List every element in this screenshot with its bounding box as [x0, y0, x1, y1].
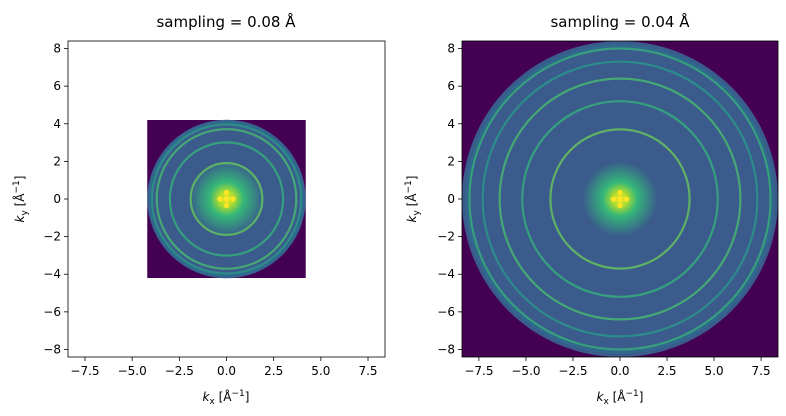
bragg-spot	[617, 196, 623, 202]
left-ytick-label: 6	[53, 79, 61, 93]
diffraction-ring	[498, 77, 742, 321]
panel-right-diffraction-image	[462, 41, 778, 357]
right-ytick-label: −4	[437, 267, 455, 281]
right-xtick-label: −5.0	[511, 364, 540, 378]
left-ytick-label: 0	[53, 192, 61, 206]
right-ytick-label: −6	[437, 305, 455, 319]
bragg-spot	[617, 202, 623, 209]
bragg-spot	[223, 196, 230, 202]
left-xtick-label: −2.5	[165, 364, 194, 378]
panel-left-xlabel: kx [Å−1]	[203, 389, 250, 407]
left-xtick-label: 0.0	[217, 364, 236, 378]
diffraction-ring	[150, 123, 303, 275]
left-ytick-label: −8	[43, 342, 61, 356]
panel-left-title: sampling = 0.08 Å	[156, 12, 296, 31]
diffraction-ring	[155, 128, 298, 270]
bragg-spot	[623, 196, 630, 202]
panel-left-x-axis: −7.5 −5.0 −2.5 0.0 2.5 5.0 7.5	[70, 357, 378, 378]
bragg-spot	[230, 196, 236, 202]
diffraction-ring	[168, 141, 285, 257]
right-xtick-label: 0.0	[610, 364, 629, 378]
right-ytick-label: 0	[447, 192, 455, 206]
left-xtick-label: −7.5	[70, 364, 99, 378]
right-xtick-label: 2.5	[657, 364, 676, 378]
bragg-spot	[217, 196, 223, 202]
diffraction-ring	[468, 47, 772, 351]
left-ytick-label: −4	[43, 267, 61, 281]
left-ytick-label: −2	[43, 230, 61, 244]
right-ytick-label: 2	[447, 154, 455, 168]
left-xtick-label: 5.0	[311, 364, 330, 378]
panel-left-ylabel: ky [Å−1]	[12, 176, 30, 223]
right-ytick-label: 4	[447, 117, 455, 131]
right-ytick-label: 6	[447, 79, 455, 93]
diffraction-ring	[481, 60, 759, 338]
right-xtick-label: 7.5	[752, 364, 771, 378]
bragg-spot	[617, 189, 623, 196]
left-xtick-label: −5.0	[118, 364, 147, 378]
right-xtick-label: −7.5	[464, 364, 493, 378]
panel-right-title: sampling = 0.04 Å	[550, 12, 690, 31]
bragg-spot	[223, 202, 230, 209]
panel-right-ylabel: ky [Å−1]	[404, 176, 422, 223]
left-xtick-label: 2.5	[264, 364, 283, 378]
right-xtick-label: 5.0	[705, 364, 724, 378]
diffraction-ring	[521, 100, 719, 298]
panel-left: sampling = 0.08 Å −7.5 −5.0 −2.5 0.0 2.5 5.0 7…	[12, 12, 386, 407]
left-ytick-label: 2	[53, 154, 61, 168]
right-ytick-label: −8	[437, 342, 455, 356]
left-ytick-label: 4	[53, 117, 61, 131]
bragg-spot	[610, 196, 617, 202]
left-ytick-label: −6	[43, 305, 61, 319]
right-ytick-label: 8	[447, 42, 455, 56]
panel-right-x-axis: −7.5 −5.0 −2.5 0.0 2.5 5.0 7.5	[464, 357, 771, 378]
aperture-edge	[148, 120, 305, 278]
right-xtick-label: −2.5	[558, 364, 587, 378]
left-xtick-label: 7.5	[358, 364, 377, 378]
panel-right: sampling = 0.04 Å −7.5 −5.0 −2.5 0.0 2.5 5.0 7…	[404, 12, 779, 407]
panel-left-diffraction-image	[147, 119, 306, 279]
right-ytick-label: −2	[437, 230, 455, 244]
diffraction-ring	[549, 128, 691, 270]
left-ytick-label: 8	[53, 42, 61, 56]
bragg-spot	[223, 189, 230, 196]
panel-right-y-axis: −8 −6 −4 −2 0 2 4 6 8	[437, 42, 462, 356]
aperture-edge	[465, 44, 775, 354]
panel-left-y-axis: −8 −6 −4 −2 0 2 4 6 8	[43, 42, 68, 356]
panel-right-xlabel: kx [Å−1]	[597, 389, 644, 407]
